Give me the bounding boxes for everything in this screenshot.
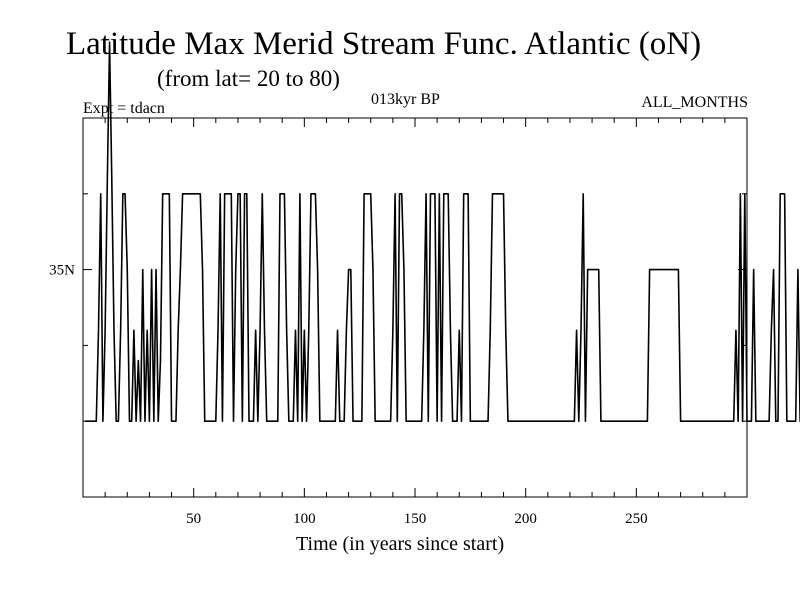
x-tick-label: 100 <box>293 511 316 527</box>
period-label: 013kyr BP <box>371 91 440 108</box>
x-tick-label: 200 <box>514 511 537 527</box>
series-line <box>85 41 800 423</box>
x-tick-label: 250 <box>625 511 648 527</box>
y-tick-label: 35N <box>49 263 75 279</box>
x-tick-label: 50 <box>186 511 201 527</box>
chart-title: Latitude Max Merid Stream Func. Atlantic… <box>66 26 702 62</box>
x-tick-label: 150 <box>404 511 427 527</box>
ticks-group: 50 100 150 200 250 35N <box>49 118 747 527</box>
months-label: ALL_MONTHS <box>641 94 748 111</box>
plot-frame <box>82 117 748 498</box>
chart-subtitle: (from lat= 20 to 80) <box>157 66 340 91</box>
series-group <box>85 41 800 423</box>
experiment-label: Expt = tdacn <box>83 100 165 117</box>
x-axis-label: Time (in years since start) <box>296 533 505 555</box>
